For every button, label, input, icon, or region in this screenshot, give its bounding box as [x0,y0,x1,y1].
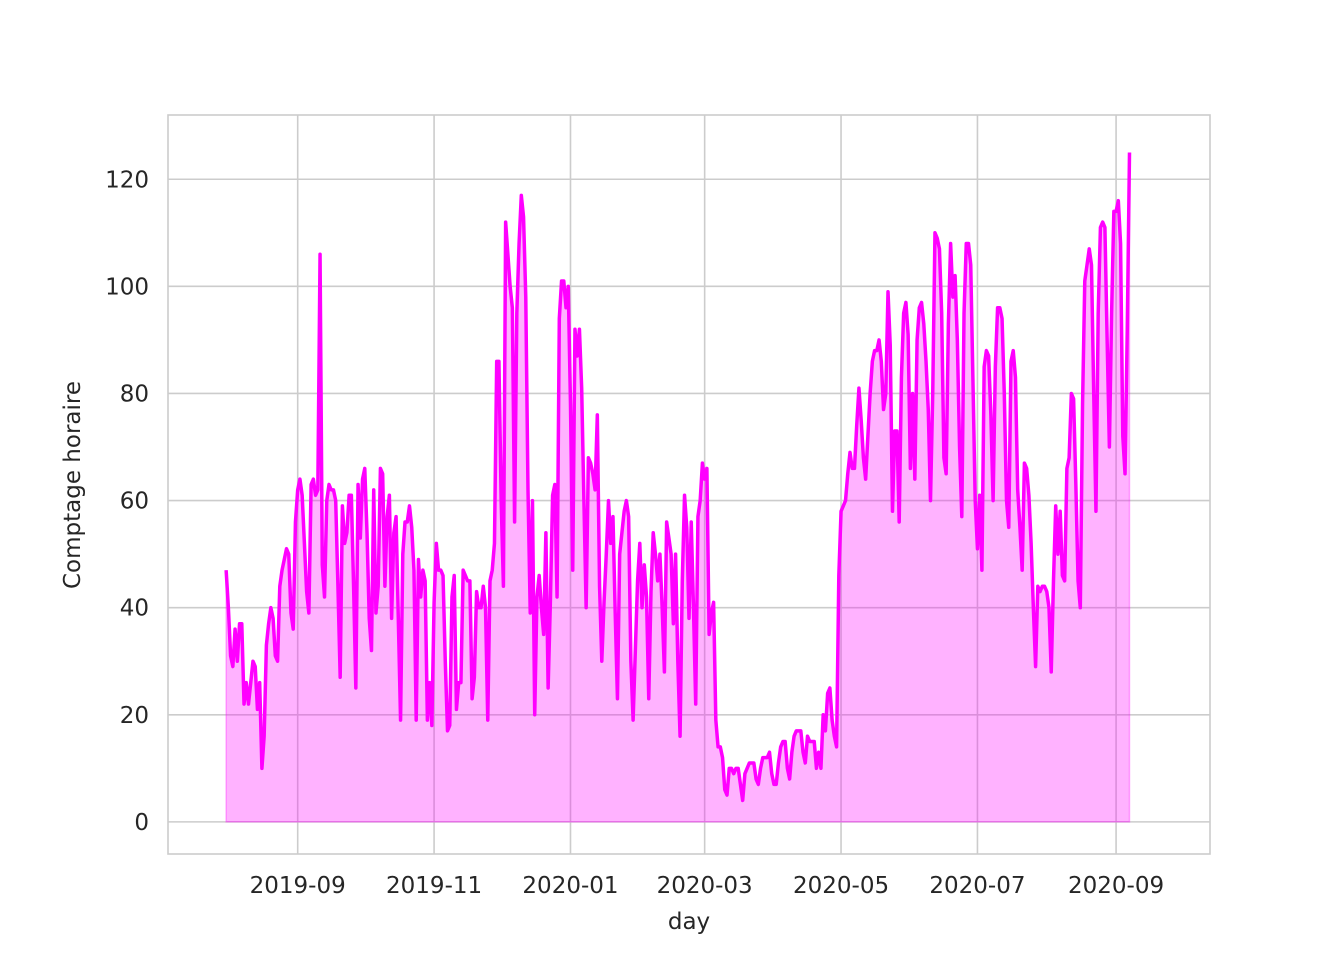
y-axis-label: Comptage horaire [60,381,86,589]
x-tick-label: 2019-11 [386,873,482,899]
x-axis-label: day [668,909,710,935]
y-tick-label: 60 [120,489,149,515]
x-tick-label: 2020-01 [522,873,618,899]
x-tick-label: 2020-03 [657,873,753,899]
x-tick-label: 2020-07 [929,873,1025,899]
plot-frame [167,114,1211,855]
y-tick-label: 20 [120,703,149,729]
x-tick-label: 2020-09 [1068,873,1164,899]
x-tick-labels: 2019-09 2019-11 2020-01 2020-03 2020-05 2020-… [250,873,1165,899]
y-tick-label: 0 [134,810,149,836]
y-tick-label: 120 [105,167,149,193]
plot-layer [224,152,1132,823]
y-tick-label: 100 [105,274,149,300]
series-line [224,152,1132,803]
x-tick-label: 2019-09 [250,873,346,899]
y-tick-label: 40 [120,596,149,622]
y-tick-labels: 0 20 40 60 80 100 120 [105,167,149,836]
x-tick-label: 2020-05 [793,873,889,899]
y-tick-label: 80 [120,381,149,407]
